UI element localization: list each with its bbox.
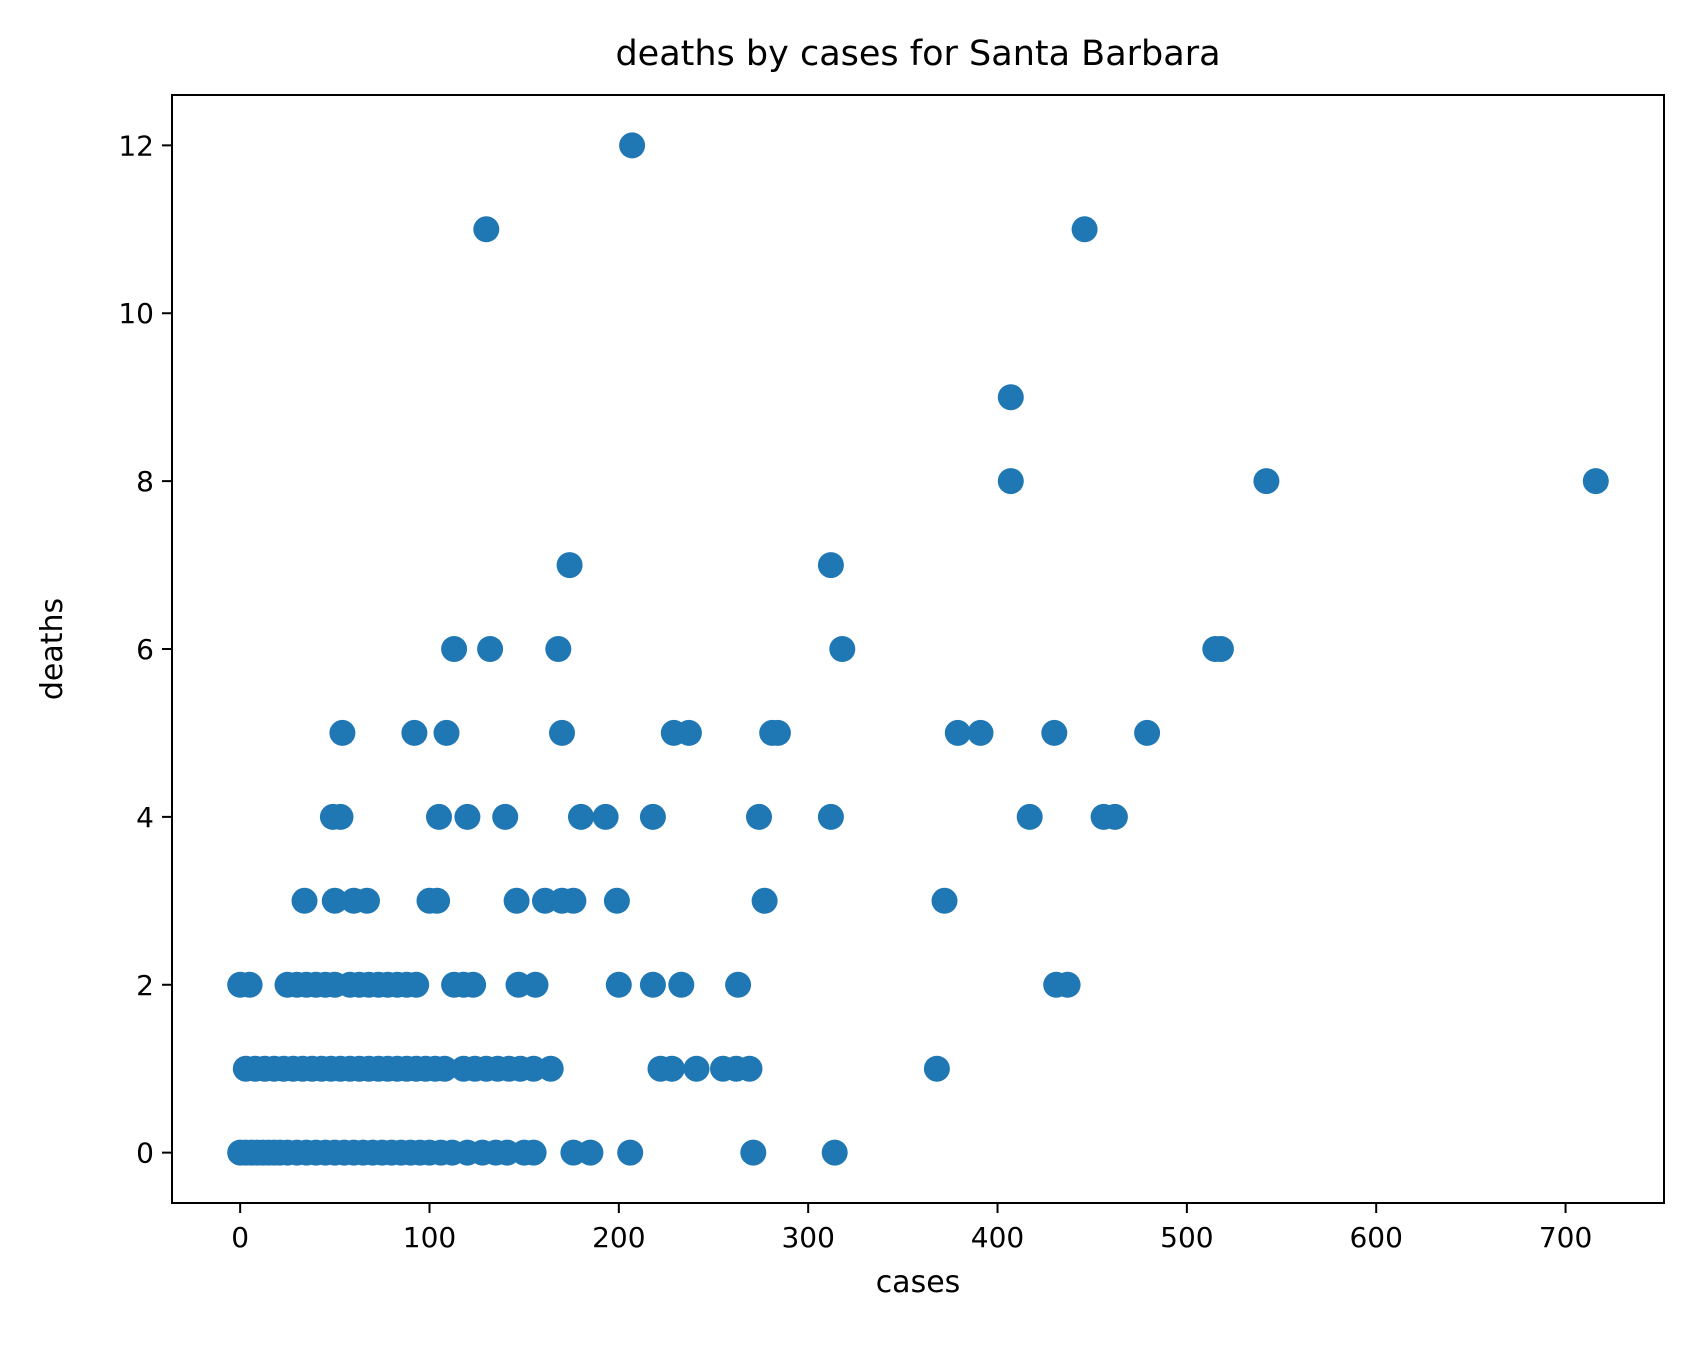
data-point (577, 1139, 604, 1166)
data-point (433, 719, 460, 746)
data-point (617, 1139, 644, 1166)
data-point (923, 1055, 950, 1082)
data-point (424, 887, 451, 914)
data-point (327, 803, 354, 830)
x-tick-label: 700 (1539, 1221, 1592, 1254)
data-point (740, 1139, 767, 1166)
data-point (817, 552, 844, 579)
data-point (1016, 803, 1043, 830)
data-point (568, 803, 594, 830)
data-point (931, 887, 958, 914)
data-point (236, 971, 263, 998)
x-tick-label: 0 (231, 1221, 249, 1254)
data-point (658, 1055, 685, 1082)
y-tick-label: 12 (118, 129, 154, 162)
data-point (592, 803, 619, 830)
data-point (1041, 719, 1068, 746)
x-tick-label: 500 (1160, 1221, 1213, 1254)
data-point (431, 1055, 458, 1082)
y-tick-label: 0 (136, 1137, 154, 1170)
data-point (746, 803, 772, 830)
data-point (736, 1055, 763, 1082)
data-point (944, 719, 971, 746)
data-point (764, 719, 791, 746)
data-point (675, 719, 702, 746)
data-point (1101, 803, 1128, 830)
y-axis-label: deaths (35, 598, 70, 700)
x-tick-label: 400 (971, 1221, 1024, 1254)
x-tick-label: 100 (403, 1221, 456, 1254)
data-point (401, 719, 428, 746)
data-point (556, 552, 583, 579)
data-point (560, 887, 587, 914)
y-tick-label: 6 (136, 633, 154, 666)
data-point (1134, 719, 1161, 746)
data-point (967, 719, 994, 746)
data-point (605, 971, 632, 998)
data-point (354, 887, 380, 914)
data-point (829, 636, 856, 662)
data-point (817, 803, 844, 830)
data-point (426, 803, 452, 830)
y-tick-label: 2 (136, 969, 154, 1002)
data-point (492, 803, 519, 830)
data-point (549, 719, 575, 746)
x-tick-label: 200 (592, 1221, 645, 1254)
data-point (537, 1055, 564, 1082)
data-point (441, 636, 468, 662)
data-point (751, 887, 778, 914)
y-tick-label: 10 (118, 297, 154, 330)
data-point (545, 636, 572, 662)
data-point (603, 887, 630, 914)
x-axis-ticks: 0 100 200 300 400 500 600 700 (231, 1203, 1592, 1254)
data-point (639, 803, 666, 830)
data-point (1582, 468, 1609, 495)
data-point (619, 132, 646, 159)
data-point (291, 887, 318, 914)
data-point (997, 468, 1024, 495)
data-point (1054, 971, 1081, 998)
data-points (227, 132, 1609, 1166)
y-tick-label: 4 (136, 801, 154, 834)
data-point (329, 719, 356, 746)
data-point (321, 887, 348, 914)
data-point (473, 216, 500, 243)
chart-title: deaths by cases for Santa Barbara (615, 34, 1220, 74)
data-point (520, 1139, 547, 1166)
x-tick-label: 300 (781, 1221, 834, 1254)
y-tick-label: 8 (136, 465, 154, 498)
data-point (403, 971, 430, 998)
data-point (503, 887, 530, 914)
data-point (477, 636, 504, 662)
data-point (454, 803, 481, 830)
data-point (1207, 636, 1234, 662)
y-axis-ticks: 0 2 4 6 8 10 12 (118, 129, 172, 1170)
data-point (639, 971, 666, 998)
data-point (725, 971, 752, 998)
data-point (683, 1055, 710, 1082)
data-point (821, 1139, 848, 1166)
data-point (1253, 468, 1280, 495)
x-tick-label: 600 (1349, 1221, 1402, 1254)
data-point (668, 971, 695, 998)
data-point (997, 384, 1024, 411)
x-axis-label: cases (876, 1265, 961, 1300)
data-point (460, 971, 487, 998)
data-point (522, 971, 549, 998)
data-point (1071, 216, 1098, 243)
